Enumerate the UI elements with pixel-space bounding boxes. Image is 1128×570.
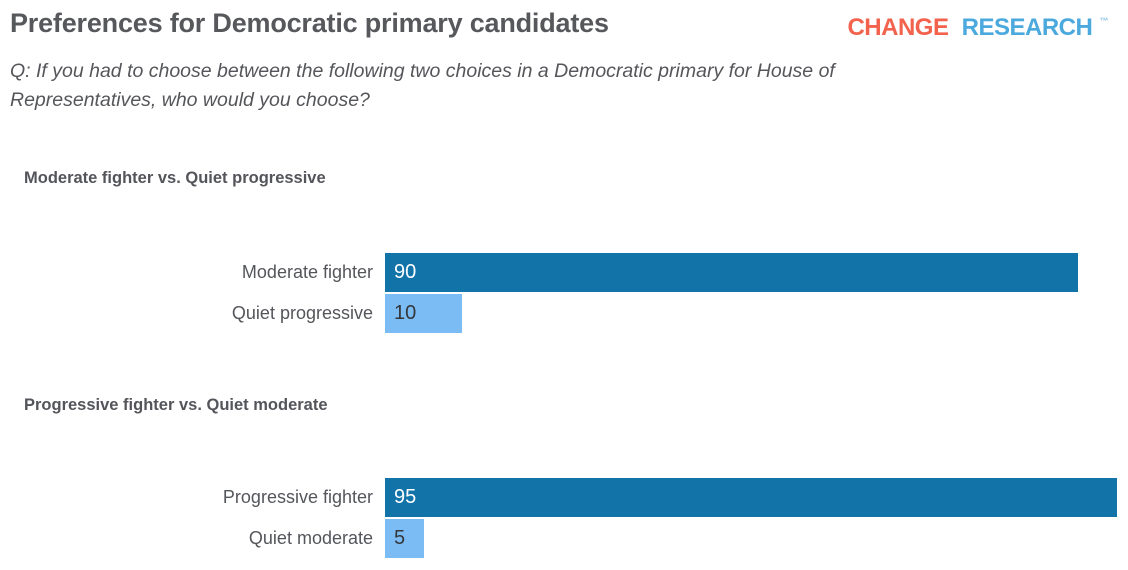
chart-title-moderate-vs-progressive: Moderate fighter vs. Quiet progressive <box>24 169 326 187</box>
chart-title-progressive-vs-moderate: Progressive fighter vs. Quiet moderate <box>24 396 328 414</box>
bar-track: 95 <box>385 478 1117 517</box>
bar-track: 90 <box>385 253 1117 292</box>
logo-research-text: RESEARCH <box>961 14 1093 41</box>
value-label: 10 <box>394 302 417 324</box>
bar-row: Progressive fighter 95 <box>12 478 1117 519</box>
bar-chart-progressive-vs-moderate: Progressive fighter 95 Quiet moderate 5 <box>12 478 1117 560</box>
bar-row: Moderate fighter 90 <box>12 253 1117 294</box>
bar-moderate-fighter: 90 <box>385 253 1079 292</box>
trademark-symbol: ™ <box>1099 16 1109 26</box>
survey-question-line2: Representatives, who would you choose? <box>10 88 370 111</box>
page-title: Preferences for Democratic primary candi… <box>10 8 609 38</box>
category-label: Moderate fighter <box>241 262 373 282</box>
bar-chart-moderate-vs-progressive: Moderate fighter 90 Quiet progressive 10 <box>12 253 1117 335</box>
bar-row: Quiet progressive 10 <box>12 294 1117 335</box>
category-label: Quiet moderate <box>248 528 373 548</box>
logo-change-text: CHANGE <box>847 14 949 41</box>
bar-row: Quiet moderate 5 <box>12 519 1117 560</box>
bar-progressive-fighter: 95 <box>385 478 1117 517</box>
bar-quiet-moderate: 5 <box>385 519 424 558</box>
value-label: 90 <box>394 261 417 283</box>
bar-quiet-progressive: 10 <box>385 294 463 333</box>
category-label: Progressive fighter <box>222 487 373 507</box>
category-label: Quiet progressive <box>231 303 373 323</box>
survey-question-line1: Q: If you had to choose between the foll… <box>10 60 835 82</box>
survey-question: Q: If you had to choose between the foll… <box>10 57 835 114</box>
bar-track: 10 <box>385 294 1117 333</box>
change-research-logo: CHANGE RESEARCH ™ <box>847 14 1108 42</box>
value-label: 95 <box>394 486 417 508</box>
value-label: 5 <box>394 527 406 549</box>
bar-track: 5 <box>385 519 1117 558</box>
